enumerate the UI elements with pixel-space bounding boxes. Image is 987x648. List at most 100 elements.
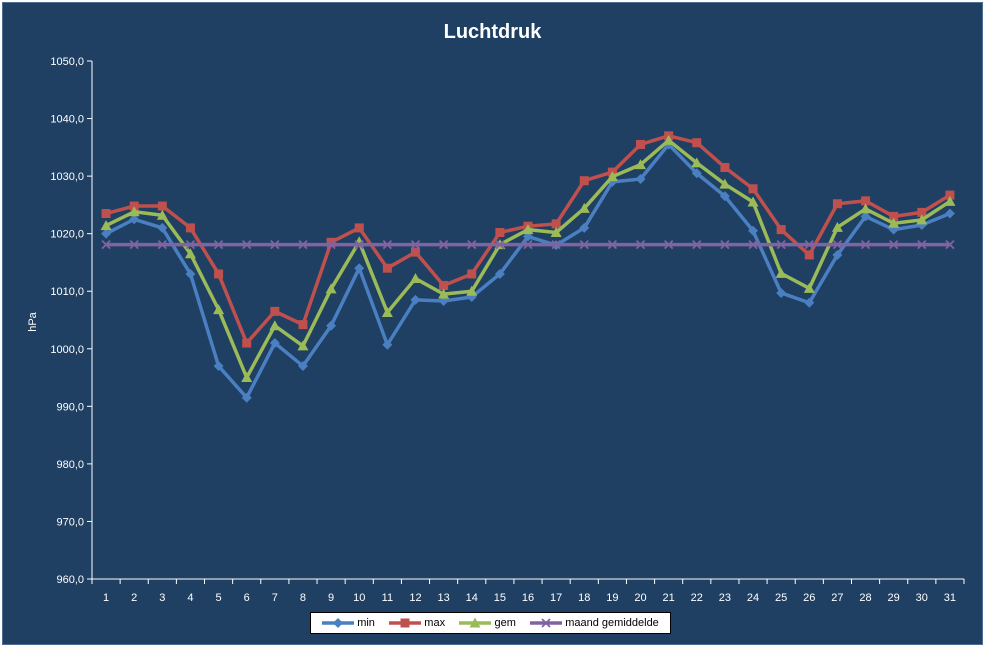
data-point — [945, 239, 955, 250]
data-point — [185, 239, 196, 250]
data-point — [381, 307, 393, 318]
data-point — [692, 138, 702, 148]
data-point — [720, 162, 730, 172]
data-point — [409, 273, 421, 284]
data-point — [101, 228, 112, 239]
x-tick-label: 10 — [353, 592, 365, 604]
data-point — [692, 239, 702, 250]
data-point — [382, 263, 392, 273]
data-point — [326, 320, 337, 331]
x-tick-label: 16 — [522, 592, 534, 604]
data-point — [889, 239, 899, 250]
data-point — [748, 184, 758, 194]
data-point — [860, 211, 871, 222]
legend-label: min — [357, 617, 375, 629]
y-axis-title: hPa — [27, 311, 39, 331]
data-point — [298, 320, 308, 330]
data-point — [635, 173, 646, 184]
legend-marker — [400, 618, 410, 628]
series-0 — [101, 139, 955, 403]
x-tick-label: 31 — [944, 592, 956, 604]
data-point — [917, 207, 927, 217]
x-tick-label: 21 — [663, 592, 675, 604]
x-tick-label: 23 — [719, 592, 731, 604]
data-point — [719, 178, 731, 189]
data-point — [550, 227, 562, 238]
x-tick-label: 7 — [272, 592, 278, 604]
data-point — [214, 269, 224, 279]
y-tick-label: 990,0 — [56, 401, 84, 413]
data-point — [270, 306, 280, 316]
data-point — [269, 338, 280, 349]
legend-item: maand gemiddelde — [530, 617, 659, 629]
data-point — [776, 225, 786, 235]
data-point — [101, 209, 111, 219]
data-point — [578, 202, 590, 213]
data-point — [101, 239, 111, 250]
data-point — [185, 223, 195, 233]
legend-label: maand gemiddelde — [565, 617, 659, 629]
data-point — [297, 340, 309, 351]
x-tick-label: 20 — [634, 592, 646, 604]
data-point — [241, 392, 252, 403]
data-point — [607, 239, 618, 250]
legend-swatch — [389, 618, 422, 628]
data-point — [635, 239, 646, 250]
x-tick-label: 4 — [187, 592, 193, 604]
data-point — [832, 199, 842, 209]
y-tick-label: 960,0 — [56, 574, 84, 586]
series-line — [105, 142, 951, 400]
axes: 960,0 970,0 980,0 990,0 1000,0 1010,0 1020,0 10… — [50, 56, 965, 604]
data-point — [100, 220, 112, 231]
data-point — [719, 191, 730, 202]
data-point — [382, 339, 393, 350]
y-tick-label: 970,0 — [56, 516, 84, 528]
data-point — [129, 201, 139, 211]
legend-label: gem — [494, 617, 516, 629]
data-point — [720, 239, 730, 250]
legend: min max gem maand gemiddelde — [310, 612, 671, 634]
data-point — [157, 222, 168, 233]
data-point — [184, 248, 196, 259]
data-point — [523, 239, 533, 250]
x-tick-label: 13 — [437, 592, 449, 604]
data-point — [663, 134, 675, 145]
y-tick-label: 1040,0 — [50, 114, 84, 126]
data-point — [775, 267, 787, 278]
data-point — [494, 268, 505, 279]
x-tick-label: 29 — [888, 592, 900, 604]
data-point — [945, 190, 955, 200]
data-point — [213, 239, 224, 250]
data-point — [298, 239, 308, 250]
x-tick-label: 15 — [494, 592, 506, 604]
y-tick-label: 980,0 — [56, 459, 84, 471]
legend-marker — [333, 618, 344, 628]
data-point — [804, 239, 814, 250]
legend-swatch — [322, 618, 355, 628]
data-point — [832, 239, 843, 250]
data-point — [579, 239, 589, 250]
data-point — [410, 239, 421, 250]
data-point — [747, 196, 759, 207]
y-tick-label: 1050,0 — [50, 56, 84, 68]
x-tick-label: 24 — [747, 592, 759, 604]
data-point — [128, 206, 140, 217]
data-point — [636, 139, 646, 149]
x-tick-label: 18 — [578, 592, 590, 604]
data-point — [860, 203, 872, 214]
data-point — [382, 239, 392, 250]
legend-label: max — [424, 617, 446, 629]
x-tick-label: 27 — [831, 592, 843, 604]
data-point — [467, 239, 477, 250]
legend-swatch — [530, 618, 563, 628]
data-point — [748, 225, 759, 236]
data-point — [242, 338, 252, 348]
data-point — [466, 285, 478, 296]
legend-item: max — [389, 617, 445, 629]
x-tick-label: 14 — [466, 592, 478, 604]
data-point — [551, 219, 561, 229]
data-point — [213, 361, 224, 372]
x-tick-label: 6 — [244, 592, 250, 604]
data-point — [297, 361, 308, 372]
data-point — [354, 263, 365, 274]
